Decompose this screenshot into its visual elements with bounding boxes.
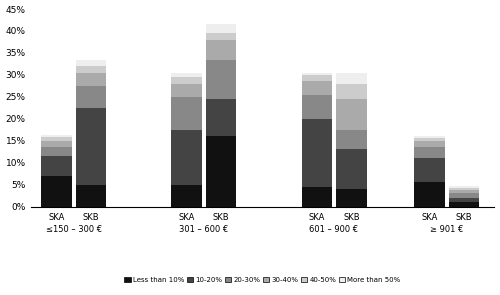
Bar [336,189,366,206]
Bar [449,190,480,193]
Bar [172,73,202,77]
Bar [76,66,106,73]
Bar [302,119,332,187]
Bar [449,202,480,206]
Bar [414,138,444,141]
Text: SKB: SKB [456,213,472,222]
Text: SKB: SKB [343,213,359,222]
Bar [449,193,480,198]
Bar [336,130,366,150]
Bar [414,182,444,206]
Bar [336,150,366,189]
Bar [302,75,332,81]
Text: SKA: SKA [178,213,195,222]
Bar [449,188,480,190]
Bar [302,187,332,206]
Bar [336,84,366,99]
Bar [42,135,72,137]
Bar [172,84,202,97]
Text: ≥ 901 €: ≥ 901 € [430,225,464,234]
Bar [206,60,236,99]
Bar [172,97,202,130]
Bar [76,60,106,66]
Text: SKB: SKB [213,213,230,222]
Bar [172,77,202,84]
Bar [206,24,236,33]
Bar [76,86,106,108]
Bar [414,141,444,147]
Bar [172,130,202,185]
Text: 301 – 600 €: 301 – 600 € [180,225,228,234]
Text: SKA: SKA [308,213,325,222]
Bar [414,147,444,158]
Bar [76,185,106,206]
Bar [449,198,480,202]
Bar [336,73,366,84]
Bar [76,73,106,86]
Bar [414,158,444,182]
Text: SKB: SKB [83,213,100,222]
Bar [172,185,202,206]
Bar [302,95,332,119]
Bar [76,108,106,185]
Bar [336,99,366,130]
Bar [42,137,72,141]
Bar [42,176,72,206]
Bar [302,73,332,75]
Bar [206,33,236,40]
Bar [206,40,236,60]
Bar [449,186,480,188]
Legend: Less than 10%, 10-20%, 20-30%, 30-40%, 40-50%, More than 50%: Less than 10%, 10-20%, 20-30%, 30-40%, 4… [122,274,404,286]
Text: 601 – 900 €: 601 – 900 € [310,225,358,234]
Bar [206,99,236,136]
Text: SKA: SKA [421,213,438,222]
Bar [414,136,444,138]
Bar [302,81,332,95]
Bar [206,136,236,206]
Text: ≤150 – 300 €: ≤150 – 300 € [46,225,102,234]
Bar [42,141,72,147]
Text: SKA: SKA [48,213,64,222]
Bar [42,156,72,176]
Bar [42,147,72,156]
